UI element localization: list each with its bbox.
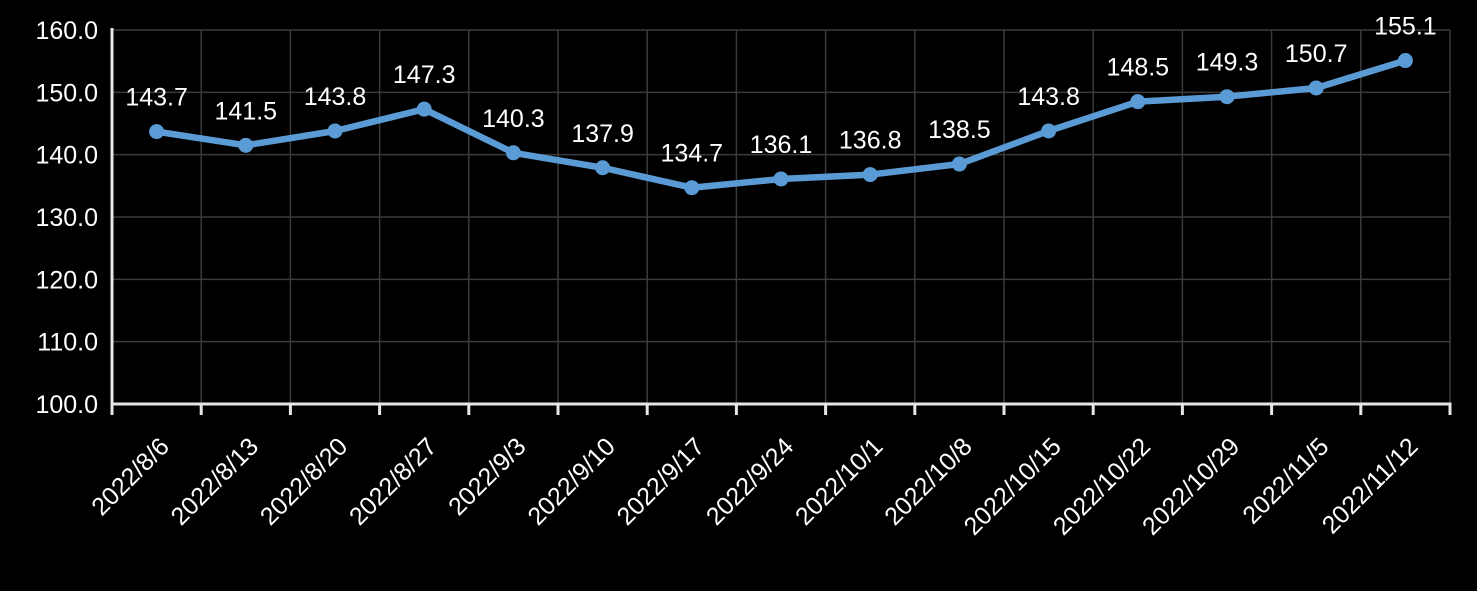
x-tick-label: 2022/8/6 xyxy=(86,432,175,521)
y-tick-label: 140.0 xyxy=(35,142,98,170)
data-label: 136.8 xyxy=(839,127,902,155)
data-point-marker xyxy=(684,180,700,196)
y-tick-label: 110.0 xyxy=(37,329,98,357)
data-label: 155.1 xyxy=(1374,13,1437,41)
x-tick-label: 2022/9/3 xyxy=(443,432,532,521)
data-label: 137.9 xyxy=(571,120,634,148)
x-tick-label: 2022/10/1 xyxy=(790,432,888,530)
y-tick-label: 160.0 xyxy=(35,17,98,45)
y-tick-label: 150.0 xyxy=(35,79,98,107)
data-point-marker xyxy=(505,145,521,161)
x-tick-label: 2022/8/27 xyxy=(344,432,442,530)
data-label: 148.5 xyxy=(1107,54,1170,82)
x-tick-label: 2022/9/10 xyxy=(522,432,620,530)
series-line xyxy=(153,57,1409,191)
data-point-marker xyxy=(1397,53,1413,69)
data-point-marker xyxy=(862,167,878,183)
data-label: 150.7 xyxy=(1285,40,1348,68)
data-label: 143.8 xyxy=(304,83,367,111)
x-tick-label: 2022/9/17 xyxy=(612,432,710,530)
y-tick-label: 120.0 xyxy=(35,266,98,294)
x-tick-label: 2022/11/5 xyxy=(1237,432,1334,529)
data-label: 147.3 xyxy=(393,61,456,89)
data-point-marker xyxy=(416,101,432,117)
x-tick-label: 2022/11/12 xyxy=(1317,432,1424,539)
data-point-marker xyxy=(1219,89,1235,105)
data-point-marker xyxy=(951,156,967,172)
data-point-marker xyxy=(238,137,254,153)
x-tick-label: 2022/10/29 xyxy=(1137,432,1245,540)
data-point-marker xyxy=(149,124,165,140)
y-tick-label: 100.0 xyxy=(35,391,98,419)
data-label: 149.3 xyxy=(1196,49,1259,77)
x-tick-label: 2022/8/13 xyxy=(166,432,264,530)
x-tick-label: 2022/9/24 xyxy=(701,432,800,531)
data-label: 138.5 xyxy=(928,116,991,144)
data-label: 136.1 xyxy=(750,131,813,159)
data-point-marker xyxy=(595,160,611,176)
data-point-marker xyxy=(327,123,343,139)
data-point-marker xyxy=(773,171,789,187)
data-label: 141.5 xyxy=(215,97,278,125)
data-label: 143.7 xyxy=(125,84,188,112)
x-tick-label: 2022/8/20 xyxy=(255,432,353,530)
data-point-marker xyxy=(1130,94,1146,110)
data-point-marker xyxy=(1308,80,1324,96)
data-point-marker xyxy=(1041,123,1057,139)
data-label: 134.7 xyxy=(661,140,724,168)
y-tick-label: 130.0 xyxy=(35,204,98,232)
data-label: 143.8 xyxy=(1017,83,1080,111)
data-label: 140.3 xyxy=(482,105,545,133)
